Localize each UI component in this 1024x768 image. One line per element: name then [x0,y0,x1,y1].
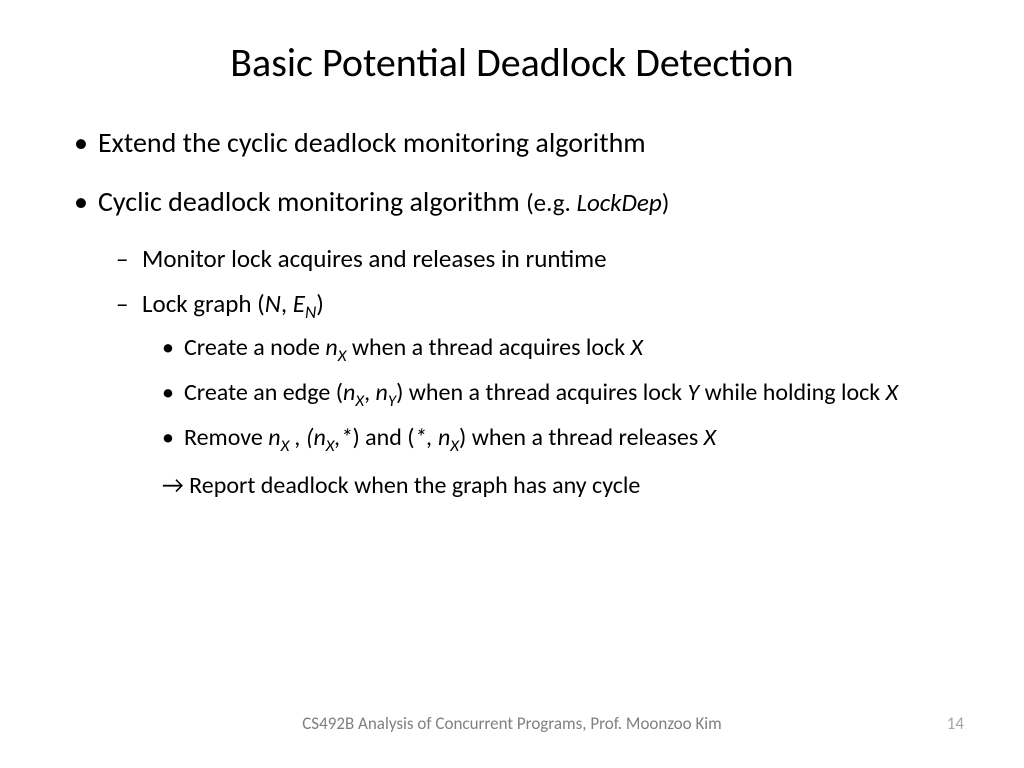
var-n3: n [438,423,450,452]
var-n: N [265,288,281,319]
bullet-text: Cyclic deadlock monitoring algorithm [98,184,526,219]
var-y: Y [687,378,699,407]
text-a: Lock graph ( [142,288,265,319]
arrow-text: Report deadlock when the graph has any c… [184,471,641,500]
sub-x: X [281,435,290,456]
text-b: , [281,288,293,319]
text-a: Remove [184,423,268,452]
lockdep: LockDep [576,187,661,218]
text-b: , ( [289,423,313,452]
var-n2: n [376,378,388,407]
bullet-create-node: Create a node n X when a thread acquires … [70,332,954,363]
sub-x: X [355,390,364,411]
paren-close: ) [662,187,670,218]
bullet-extend: Extend the cyclic deadlock monitoring al… [70,125,954,160]
bullet-cyclic: Cyclic deadlock monitoring algorithm (e.… [70,184,954,219]
bullet-text: Extend the cyclic deadlock monitoring al… [98,125,646,160]
text-b: , [364,378,375,407]
text-f: ) when a thread releases [459,423,704,452]
text-a: Create an edge ( [184,378,343,407]
sub-x: X [450,435,459,456]
var-x: X [886,378,898,407]
text-c: ,* [335,423,353,452]
bullet-monitor: Monitor lock acquires and releases in ru… [70,243,954,276]
slide-footer: CS492B Analysis of Concurrent Programs, … [0,713,1024,734]
var-n1: n [268,423,280,452]
var-x: X [631,333,643,362]
var-x: X [704,423,716,452]
sub-y: Y [388,390,396,411]
var-n: n [325,333,337,362]
var-n1: n [343,378,355,407]
bullet-create-edge: Create an edge (nX, nY) when a thread ac… [70,377,954,408]
page-number: 14 [947,713,964,734]
text-c: ) when a thread acquires lock [396,378,687,407]
text-b: when a thread acquires lock [346,333,630,362]
bullet-lockgraph: Lock graph (N, EN) [70,288,954,321]
text-a: Create a node [184,333,325,362]
var-e: E [293,288,305,319]
sub-x: X [326,435,335,456]
text-c: ) [316,288,324,319]
text-e: *, [415,423,438,452]
arrow-conclusion: → Report deadlock when the graph has any… [70,470,954,501]
text-d: while holding lock [699,378,885,407]
arrow-icon: → [162,471,184,500]
var-n2: n [313,423,325,452]
slide-title: Basic Potential Deadlock Detection [70,38,954,87]
paren-open: (e.g. [526,187,576,218]
bullet-text: Monitor lock acquires and releases in ru… [142,243,607,274]
text-d: ) and ( [352,423,414,452]
bullet-remove: Remove nX , (nX,*) and (*, nX) when a th… [70,422,954,453]
sub-n: N [305,301,316,323]
